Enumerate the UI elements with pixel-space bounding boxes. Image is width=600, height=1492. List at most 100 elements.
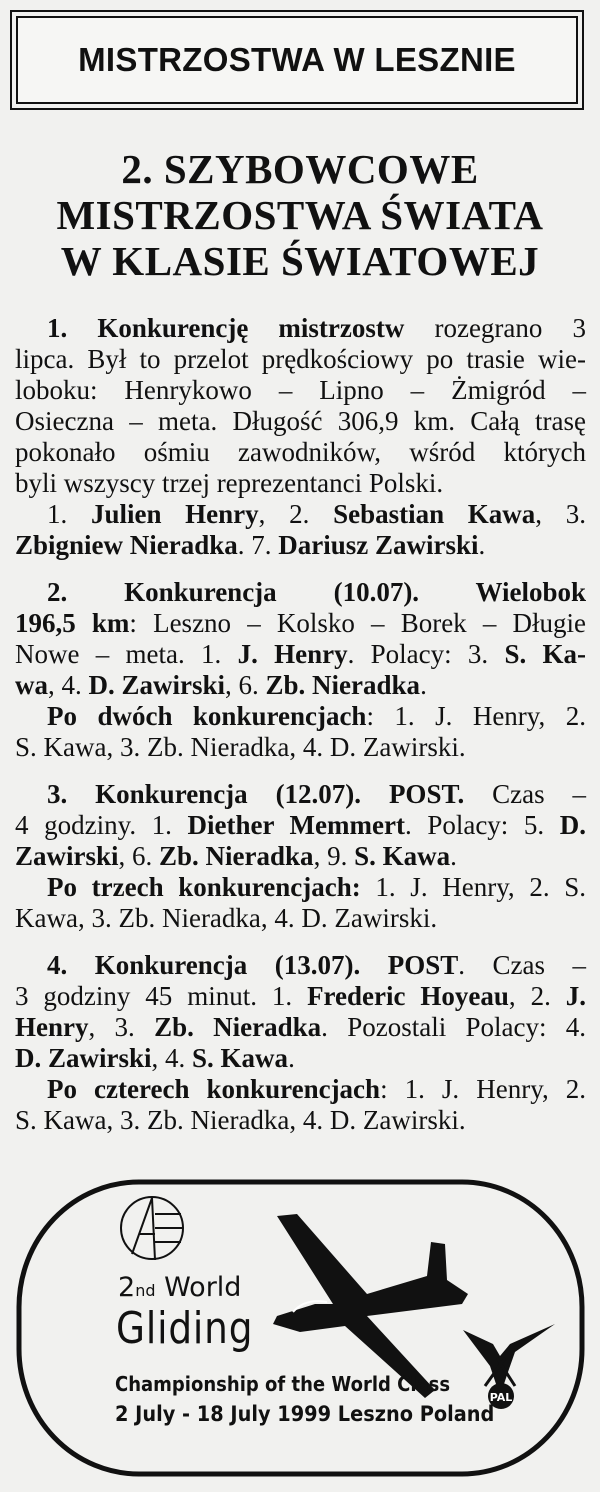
bold-text: Frederic Hoyeau (307, 981, 509, 1011)
text-run: : 1. J. Henry, 2. (366, 701, 586, 731)
article-section: 3. Konkurencja (12.07). POST. Czas –4 go… (15, 779, 586, 934)
text-run: lipca. Był to przelot prędkościowy po tr… (15, 344, 586, 374)
bold-text: Zb. Nieradka (159, 841, 314, 871)
bold-text: S. Kawa (192, 1043, 289, 1073)
text-run: . 7. (237, 530, 279, 560)
text-run: rozegrano 3 (404, 313, 586, 343)
text-run: : Leszno – Kolsko – Borek – Długie (129, 608, 586, 638)
text-run: . Polacy: 5. (404, 810, 560, 840)
text-run: , 6. (225, 670, 266, 700)
text-line: Zbigniew Nieradka. 7. Dariusz Zawirski. (15, 530, 586, 561)
text-line: 1. Julien Henry, 2. Sebastian Kawa, 3. (15, 499, 586, 530)
text-line: Zawirski, 6. Zb. Nieradka, 9. S. Kawa. (15, 841, 586, 872)
headline-line: MISTRZOSTWA ŚWIATA (56, 192, 544, 238)
text-run: , 3. (535, 499, 586, 529)
text-run: . (420, 670, 427, 700)
bold-text: Zb. Nieradka (265, 670, 421, 700)
bold-text: 196,5 km (15, 608, 130, 638)
headline-line: W KLASIE ŚWIATOWEJ (60, 238, 540, 284)
text-line: D. Zawirski, 4. S. Kawa. (15, 1043, 586, 1074)
header-inner-box: MISTRZOSTWA W LESZNIE (16, 16, 578, 104)
text-run: 1. (47, 499, 91, 529)
stamp-graphics: PAL (16, 1179, 585, 1477)
text-line: Nowe – meta. 1. J. Henry. Polacy: 3. S. … (15, 639, 586, 670)
stamp-ordinal: 2 (118, 1272, 136, 1303)
text-line: 3. Konkurencja (12.07). POST. Czas – (15, 779, 586, 810)
text-line: wa, 4. D. Zawirski, 6. Zb. Nieradka. (15, 670, 586, 701)
bold-text: Dariusz Zawirski (278, 530, 479, 560)
text-line: 4 godziny. 1. Diether Memmert. Polacy: 5… (15, 810, 586, 841)
stamp-world-line: 2nd World (118, 1272, 241, 1303)
bold-text: J. (565, 981, 586, 1011)
text-line: Kawa, 3. Zb. Nieradka, 4. D. Zawirski. (15, 903, 586, 934)
text-run: , 4. (151, 1043, 193, 1073)
bold-text: D. Zawirski (15, 1043, 152, 1073)
article-headline: 2. SZYBOWCOWE MISTRZOSTWA ŚWIATA W KLASI… (0, 146, 600, 284)
text-run: Osieczna – meta. Długość 306,9 km. Całą … (15, 406, 586, 436)
text-line: S. Kawa, 3. Zb. Nieradka, 4. D. Zawirski… (15, 732, 586, 763)
text-run: : 1. J. Henry, 2. (380, 1074, 586, 1104)
stamp-gliding: Gliding (116, 1303, 254, 1354)
bold-text: D. Zawirski (88, 670, 226, 700)
bold-text: D. (559, 810, 586, 840)
text-run: , 2. (508, 981, 566, 1011)
bold-text: 2. Konkurencja (10.07). Wielobok (47, 577, 586, 607)
bold-text: Zb. Nieradka (154, 1012, 322, 1042)
text-line: 2. Konkurencja (10.07). Wielobok (15, 577, 586, 608)
text-run: S. Kawa, 3. Zb. Nieradka, 4. D. Zawirski… (15, 1105, 466, 1135)
header-box: MISTRZOSTWA W LESZNIE (10, 10, 584, 110)
stamp-dates: 2 July - 18 July 1999 Leszno Poland (115, 1402, 495, 1426)
bold-text: Po czterech konkurencjach (47, 1074, 381, 1104)
text-run: , 6. (118, 841, 160, 871)
bold-text: Diether Memmert (187, 810, 405, 840)
bold-text: wa (15, 670, 48, 700)
text-run: Kawa, 3. Zb. Nieradka, 4. D. Zawirski. (15, 903, 438, 933)
text-line: byli wszyscy trzej reprezentanci Polski. (15, 468, 586, 499)
text-run: 3 godziny 45 minut. 1. (15, 981, 308, 1011)
text-run: . (478, 530, 486, 560)
text-run: Czas – (464, 779, 586, 809)
bold-text: Po dwóch konkurencjach (47, 701, 367, 731)
bold-text: Julien Henry (90, 499, 259, 529)
text-run: , 3. (88, 1012, 155, 1042)
text-line: pokonało ośmiu zawodników, wśród których (15, 437, 586, 468)
headline-line: 2. SZYBOWCOWE (121, 146, 479, 192)
bold-text: J. Henry (237, 639, 348, 669)
bold-text: Sebastian Kawa (333, 499, 536, 529)
text-run: . (450, 841, 457, 871)
bold-text: S. Ka- (504, 639, 586, 669)
article-section: 1. Konkurencję mistrzostw rozegrano 3 lip… (15, 313, 586, 561)
pal-logo-text: PAL (490, 1391, 513, 1404)
stamp-world: World (155, 1272, 242, 1303)
article-section: 2. Konkurencja (10.07). Wielobok 196,5 km… (15, 577, 586, 763)
text-run: byli wszyscy trzej reprezentanci Polski. (15, 468, 444, 498)
text-run: . (288, 1043, 295, 1073)
iga-logo-icon (120, 1196, 184, 1261)
article-body: 1. Konkurencję mistrzostw rozegrano 3 lip… (15, 313, 586, 1136)
text-run: loboku: Henrykowo – Lipno – Żmigród – (15, 375, 586, 405)
text-line: Po trzech konkurencjach: 1. J. Henry, 2.… (15, 872, 586, 903)
text-run: 4 godziny. 1. (15, 810, 188, 840)
text-line: lipca. Był to przelot prędkościowy po tr… (15, 344, 586, 375)
text-run: S. Kawa, 3. Zb. Nieradka, 4. D. Zawirski… (15, 732, 466, 762)
text-line: Osieczna – meta. Długość 306,9 km. Całą … (15, 406, 586, 437)
stamp-ordinal-suffix: nd (135, 1281, 156, 1300)
text-line: Henry, 3. Zb. Nieradka. Pozostali Polacy… (15, 1012, 586, 1043)
stamp-border (16, 1179, 585, 1477)
text-run: Nowe – meta. 1. (15, 639, 238, 669)
text-line: Po dwóch konkurencjach: 1. J. Henry, 2. (15, 701, 586, 732)
bold-text: 4. Konkurencja (13.07). POST (47, 950, 459, 980)
bold-text: Zawirski (15, 841, 119, 871)
stamp-championship: Championship of the World Class (115, 1372, 451, 1396)
text-line: S. Kawa, 3. Zb. Nieradka, 4. D. Zawirski… (15, 1105, 586, 1136)
article-section: 4. Konkurencja (13.07). POST. Czas –3 go… (15, 950, 586, 1136)
text-run: . Pozostali Polacy: 4. (321, 1012, 587, 1042)
bold-text: Zbigniew Nieradka (15, 530, 238, 560)
bold-text: Henry (15, 1012, 89, 1042)
glider-icon (273, 1214, 468, 1398)
text-line: 4. Konkurencja (13.07). POST. Czas – (15, 950, 586, 981)
text-line: loboku: Henrykowo – Lipno – Żmigród – (15, 375, 586, 406)
pal-eagle-logo-icon: PAL (463, 1324, 555, 1409)
text-run: 1. J. Henry, 2. S. (360, 872, 586, 902)
text-run: . Polacy: 3. (347, 639, 505, 669)
